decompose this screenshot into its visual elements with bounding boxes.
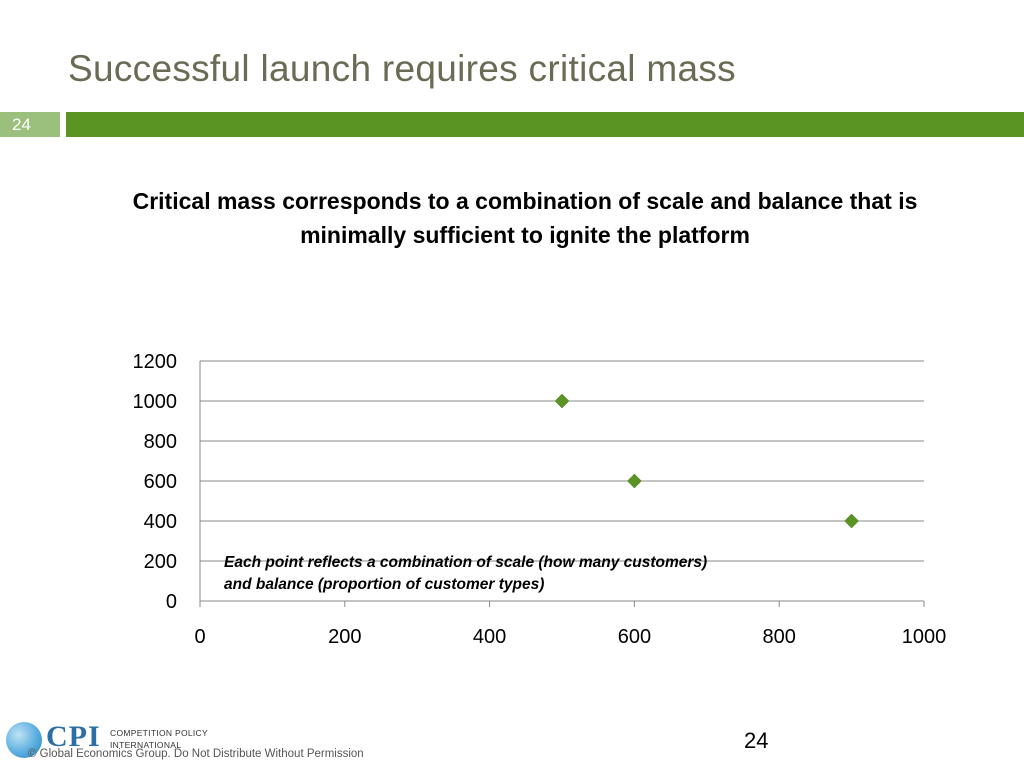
x-tick-label: 0 (194, 626, 205, 648)
y-tick-label: 1200 (133, 351, 178, 373)
data-point (554, 393, 570, 409)
x-tick-label: 400 (473, 626, 506, 648)
y-tick-label: 600 (144, 471, 177, 493)
x-tick-label: 600 (618, 626, 651, 648)
copyright-notice: © Global Economics Group. Do Not Distrib… (28, 748, 364, 760)
logo-line-2: INTERNATIONAL (110, 740, 182, 750)
globe-icon (6, 722, 42, 758)
annotation-line-2: and balance (proportion of customer type… (224, 576, 545, 593)
chart-annotation: Each point reflects a combination of sca… (224, 552, 884, 596)
y-tick-label: 0 (166, 591, 177, 613)
title-accent-bar (66, 112, 1024, 137)
page-number: 24 (744, 728, 769, 753)
data-point (627, 473, 642, 489)
y-tick-label: 1000 (133, 391, 178, 413)
y-tick-label: 200 (144, 551, 177, 573)
logo-mark: CPI (46, 720, 101, 753)
cpi-logo: CPI COMPETITION POLICY INTERNATIONAL (6, 720, 226, 762)
y-tick-label: 400 (144, 511, 177, 533)
x-tick-label: 1000 (902, 626, 947, 648)
logo-text: COMPETITION POLICY INTERNATIONAL (110, 727, 208, 751)
slide-number-badge: 24 (0, 112, 60, 137)
x-tick-label: 800 (763, 626, 796, 648)
logo-line-1: COMPETITION POLICY (110, 728, 208, 738)
x-tick-label: 200 (328, 626, 361, 648)
slide-subtitle: Critical mass corresponds to a combinati… (132, 188, 918, 248)
annotation-line-1: Each point reflects a combination of sca… (224, 554, 708, 571)
slide-title: Successful launch requires critical mass (68, 48, 736, 89)
y-tick-label: 800 (144, 431, 177, 453)
data-point (844, 513, 859, 529)
